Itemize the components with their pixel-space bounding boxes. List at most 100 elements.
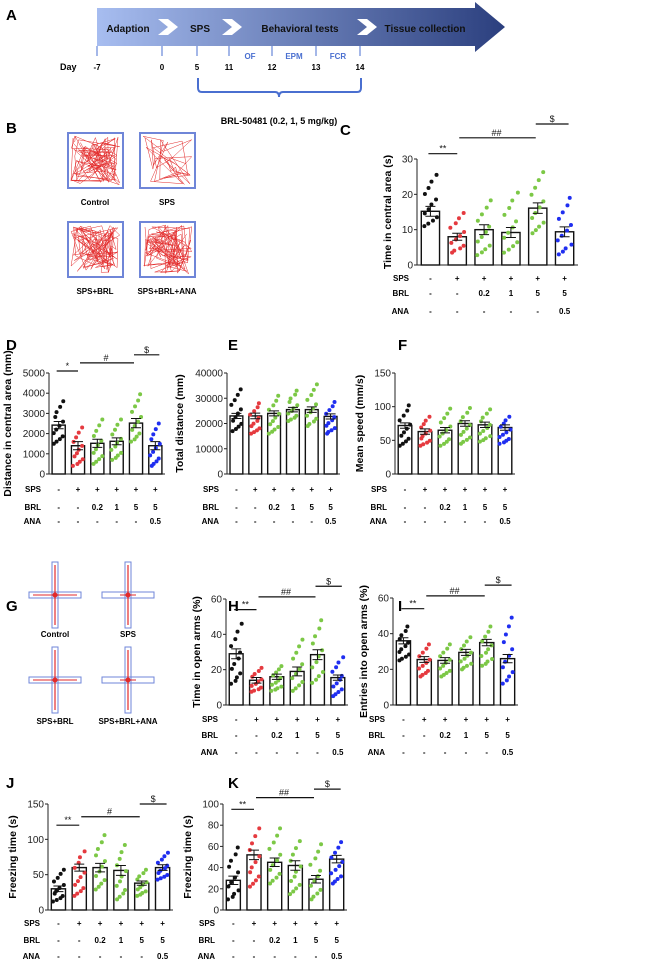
y-tick-label: 3000: [23, 409, 46, 420]
data-point: [75, 879, 80, 884]
data-point: [507, 674, 512, 679]
timeline-arrow: [97, 2, 505, 52]
data-point: [73, 882, 78, 887]
condition-value: -: [296, 748, 299, 757]
data-point: [556, 252, 561, 257]
data-point: [326, 430, 331, 435]
data-point: [54, 439, 59, 444]
data-point: [427, 414, 432, 419]
y-tick-label: 20: [211, 665, 223, 676]
condition-value: 0.5: [150, 517, 162, 526]
condition-value: 5: [134, 503, 139, 512]
data-point: [461, 665, 466, 670]
condition-value: -: [402, 731, 405, 740]
data-point: [229, 402, 234, 407]
data-point: [475, 239, 480, 244]
data-point: [153, 427, 158, 432]
data-point: [110, 432, 115, 437]
y-tick-label: 0: [217, 470, 223, 481]
data-point: [500, 681, 505, 686]
chart-c: C 0 10 20 30 Time in central area (s) ** ## $ SPS…: [340, 114, 578, 316]
condition-value: -: [315, 952, 318, 961]
data-point: [483, 436, 488, 441]
data-point: [423, 431, 428, 436]
data-point: [399, 656, 404, 661]
data-point: [515, 240, 520, 245]
significance-label: $: [326, 576, 331, 586]
chart-f: F 0 50 100 150 Mean speed (mm/s) SPS - + + + + + BRL -…: [354, 337, 515, 526]
significance-label: ##: [449, 586, 459, 596]
y-tick-label: 0: [216, 701, 222, 712]
data-point: [268, 881, 273, 886]
panel-letter: H: [228, 598, 239, 615]
day-labels: -7 0 5 11 12 13 14: [93, 63, 365, 72]
condition-value: -: [423, 748, 426, 757]
error-bar: [292, 666, 303, 677]
condition-value: +: [295, 715, 300, 724]
condition-value: +: [293, 919, 298, 928]
data-point: [504, 678, 509, 683]
y-tick-label: 0: [38, 906, 44, 917]
phase-tissue-collection: Tissue collection: [385, 24, 466, 35]
condition-value: 0.5: [559, 307, 571, 316]
condition-value: 5: [503, 503, 508, 512]
data-point: [271, 403, 276, 408]
y-axis-label: Freezing time (s): [182, 815, 194, 898]
data-point: [256, 401, 261, 406]
data-point: [132, 437, 137, 442]
condition-value: +: [483, 485, 488, 494]
data-point: [310, 680, 315, 685]
data-point: [326, 421, 331, 426]
data-point: [533, 228, 538, 233]
condition-value: -: [235, 517, 238, 526]
condition-value: +: [335, 715, 340, 724]
data-point: [408, 422, 413, 427]
y-tick-label: 30: [402, 155, 414, 166]
condition-value: -: [115, 517, 118, 526]
condition-value: 5: [315, 731, 320, 740]
data-point: [300, 637, 305, 642]
data-point: [289, 878, 294, 883]
data-point: [141, 871, 146, 876]
data-point: [253, 878, 258, 883]
data-point: [430, 218, 435, 223]
data-point: [290, 852, 295, 857]
data-point: [426, 668, 430, 673]
data-point: [503, 418, 508, 423]
data-point: [159, 857, 164, 862]
condition-row-label: ANA: [201, 748, 219, 757]
data-point: [257, 426, 262, 431]
error-bar: [481, 638, 492, 647]
data-point: [490, 656, 495, 661]
y-tick-label: 40: [211, 630, 223, 641]
data-point: [140, 891, 145, 896]
data-point: [276, 425, 281, 430]
data-point: [55, 875, 60, 880]
condition-value: -: [96, 517, 99, 526]
y-tick-label: 50: [380, 436, 392, 447]
data-point: [233, 427, 238, 432]
condition-value: +: [134, 485, 139, 494]
data-point: [310, 641, 315, 646]
error-bar: [505, 227, 516, 238]
condition-value: 5: [140, 936, 145, 945]
significance-label: #: [103, 353, 108, 363]
condition-value: +: [153, 485, 158, 494]
data-point: [500, 665, 505, 670]
data-point: [441, 441, 446, 446]
track-path: [70, 225, 121, 273]
condition-row-label: ANA: [202, 517, 220, 526]
condition-value: +: [328, 485, 333, 494]
data-point: [129, 439, 134, 444]
data-point: [308, 883, 313, 888]
condition-value: 5: [160, 936, 165, 945]
data-point: [162, 874, 167, 879]
data-point: [468, 650, 473, 655]
error-bar: [150, 441, 161, 451]
data-point: [336, 660, 341, 665]
data-point: [560, 249, 565, 254]
condition-value: -: [465, 748, 468, 757]
data-point: [94, 459, 99, 464]
data-point: [286, 411, 291, 416]
